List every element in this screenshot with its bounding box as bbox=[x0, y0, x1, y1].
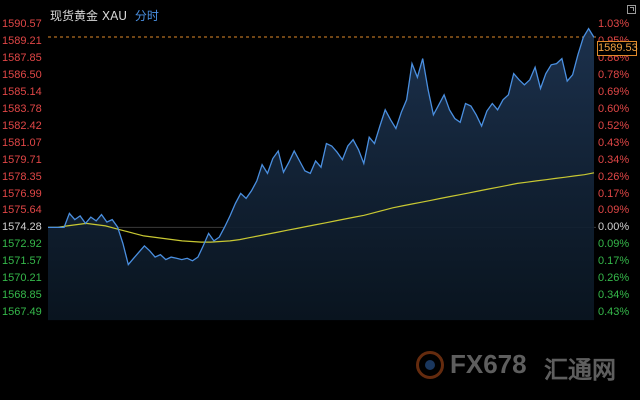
percent-tick-label: 0.43% bbox=[598, 136, 630, 149]
price-tick-label: 1568.85 bbox=[2, 289, 42, 302]
percent-tick-label: 0.34% bbox=[598, 153, 630, 166]
price-tick-label: 1575.64 bbox=[2, 204, 42, 217]
price-tick-label: 1579.71 bbox=[2, 153, 42, 166]
percent-tick-label: 0.09% bbox=[598, 204, 630, 217]
percent-tick-label: 0.00% bbox=[598, 221, 630, 234]
price-series-line bbox=[48, 27, 595, 266]
percent-tick-label: 0.52% bbox=[598, 119, 630, 132]
instrument-name: 现货黄金 bbox=[50, 9, 99, 23]
price-tick-label: 1590.57 bbox=[2, 18, 42, 30]
current-price-tag: 1589.53 bbox=[597, 41, 638, 56]
price-tick-label: 1571.57 bbox=[2, 255, 42, 268]
percent-tick-label: 1.03% bbox=[598, 18, 630, 30]
expand-icon[interactable] bbox=[627, 5, 636, 14]
average-series-line bbox=[48, 172, 595, 243]
instrument-symbol: XAU bbox=[101, 9, 128, 23]
percent-tick-label: 0.60% bbox=[598, 102, 630, 115]
price-area-fill bbox=[48, 28, 594, 321]
fx678-logo-icon bbox=[416, 351, 444, 379]
percent-tick-label: 0.17% bbox=[598, 255, 630, 268]
price-tick-label: 1570.21 bbox=[2, 272, 42, 285]
price-tick-label: 1578.35 bbox=[2, 170, 42, 183]
percent-tick-label: 0.34% bbox=[598, 289, 630, 302]
percent-tick-label: 0.26% bbox=[598, 272, 630, 285]
price-tick-label: 1572.92 bbox=[2, 238, 42, 251]
chart-title: 现货黄金 XAU 分时 bbox=[50, 7, 159, 24]
price-tick-label: 1574.28 bbox=[2, 221, 42, 234]
price-tick-label: 1585.14 bbox=[2, 85, 42, 98]
price-tick-label: 1587.85 bbox=[2, 51, 42, 64]
percent-tick-label: 0.26% bbox=[598, 170, 630, 183]
price-tick-label: 1586.50 bbox=[2, 68, 42, 81]
watermark-cn: 汇通网 bbox=[544, 356, 616, 384]
percent-tick-label: 0.69% bbox=[598, 85, 630, 98]
percent-tick-label: 0.78% bbox=[598, 68, 630, 81]
percent-tick-label: 0.09% bbox=[598, 238, 630, 251]
watermark-brand: FX678 bbox=[450, 349, 527, 379]
price-tick-label: 1581.07 bbox=[2, 136, 42, 149]
timeframe-mode[interactable]: 分时 bbox=[134, 9, 159, 23]
price-tick-label: 1567.49 bbox=[2, 306, 42, 319]
price-tick-label: 1583.78 bbox=[2, 102, 42, 115]
price-tick-label: 1576.99 bbox=[2, 187, 42, 200]
percent-tick-label: 0.43% bbox=[598, 306, 630, 319]
percent-tick-label: 0.17% bbox=[598, 187, 630, 200]
price-tick-label: 1582.42 bbox=[2, 119, 42, 132]
price-tick-label: 1589.21 bbox=[2, 34, 42, 47]
